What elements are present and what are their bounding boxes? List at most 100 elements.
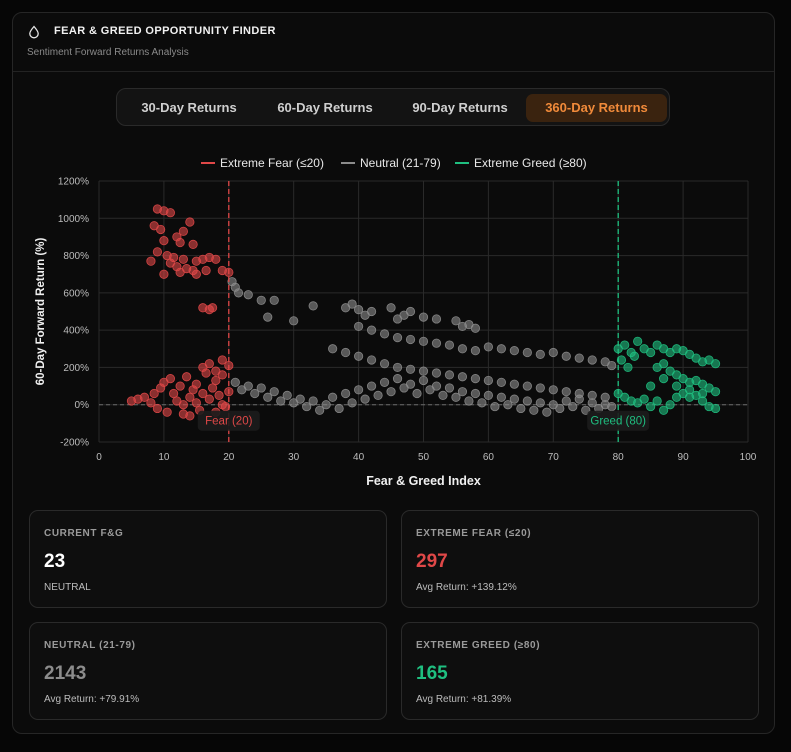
tab-60-day[interactable]: 60-Day Returns — [277, 100, 373, 115]
y-tick-label: 800% — [63, 251, 89, 262]
data-point — [289, 316, 299, 326]
data-point — [490, 401, 500, 412]
data-point — [633, 336, 643, 346]
data-point — [198, 388, 208, 399]
legend-item-neutral[interactable]: Neutral (21-79) — [341, 156, 441, 170]
card-label: EXTREME GREED (≥80) — [416, 640, 541, 651]
data-point — [616, 355, 627, 365]
card-value: 165 — [416, 663, 448, 684]
data-point — [308, 396, 318, 406]
tab-90-day[interactable]: 90-Day Returns — [412, 100, 508, 115]
data-point — [214, 390, 224, 400]
tab-30-day[interactable]: 30-Day Returns — [141, 100, 237, 115]
x-tick-label: 60 — [483, 452, 495, 463]
card-sub: Avg Return: +81.39% — [416, 694, 512, 705]
tab-360-day[interactable]: 360-Day Returns — [526, 94, 667, 122]
data-point — [256, 295, 266, 305]
data-point — [178, 400, 188, 410]
data-point — [555, 403, 565, 414]
data-point — [211, 375, 221, 386]
data-point — [535, 383, 545, 393]
data-point — [451, 392, 461, 402]
data-point — [347, 398, 357, 408]
data-point — [175, 237, 185, 248]
data-point — [386, 303, 396, 313]
data-point — [392, 332, 403, 343]
header: FEAR & GREED OPPORTUNITY FINDER Sentimen… — [13, 13, 774, 72]
data-point — [159, 269, 169, 279]
legend-label: Extreme Fear (≤20) — [220, 156, 324, 170]
x-tick-label: 30 — [288, 452, 300, 463]
data-point — [535, 398, 545, 408]
legend-swatch-fear — [201, 161, 215, 164]
data-point — [191, 379, 201, 389]
data-point — [302, 401, 312, 412]
data-point — [308, 301, 318, 311]
data-point — [646, 381, 656, 391]
y-tick-label: 400% — [63, 326, 89, 337]
data-point — [444, 340, 455, 350]
data-point — [392, 374, 403, 384]
scatter-chart: 0 10 20 30 40 50 60 70 80 90 100 -200% 0% 200% 400% 600… — [35, 177, 757, 489]
data-point — [522, 396, 532, 406]
card-extreme-greed: EXTREME GREED (≥80) 165 Avg Return: +81.… — [401, 622, 759, 720]
data-point — [483, 390, 493, 400]
data-point — [243, 381, 253, 391]
data-point — [548, 347, 558, 358]
data-point — [477, 398, 487, 408]
data-point — [418, 366, 429, 376]
data-point — [162, 407, 172, 417]
data-point — [392, 362, 403, 373]
data-point — [185, 411, 195, 421]
main-panel: FEAR & GREED OPPORTUNITY FINDER Sentimen… — [12, 12, 775, 734]
data-point — [464, 396, 474, 406]
x-tick-label: 20 — [223, 452, 235, 463]
data-point — [201, 265, 211, 276]
y-tick-label: 200% — [63, 363, 89, 374]
legend-label: Neutral (21-79) — [360, 156, 441, 170]
threshold-label: Greed (80) — [590, 416, 646, 428]
data-point — [710, 403, 721, 414]
return-period-tabs: 30-Day Returns 60-Day Returns 90-Day Ret… — [116, 88, 670, 126]
data-point — [175, 381, 185, 391]
data-point — [561, 396, 571, 406]
data-point — [152, 403, 163, 414]
data-point — [418, 312, 429, 322]
data-point — [211, 254, 221, 264]
data-point — [561, 351, 571, 361]
x-tick-label: 70 — [548, 452, 560, 463]
chart-legend: Extreme Fear (≤20) Neutral (21-79) Extre… — [13, 156, 774, 172]
y-tick-label: 1200% — [58, 177, 89, 188]
data-point — [470, 388, 481, 399]
data-point — [282, 390, 292, 400]
data-point — [178, 254, 188, 264]
legend-item-extreme-greed[interactable]: Extreme Greed (≥80) — [455, 156, 587, 170]
data-point — [185, 217, 195, 227]
threshold-label-bg — [197, 410, 260, 431]
data-point — [204, 394, 214, 404]
data-point — [366, 325, 377, 335]
data-point — [438, 390, 448, 400]
data-point — [509, 394, 519, 404]
card-value: 297 — [416, 551, 448, 572]
data-point — [542, 407, 552, 417]
x-tick-label: 40 — [353, 452, 365, 463]
card-value: 23 — [44, 551, 66, 572]
data-point — [629, 351, 640, 361]
legend-item-extreme-fear[interactable]: Extreme Fear (≤20) — [201, 156, 324, 170]
data-point — [366, 306, 377, 317]
data-point — [146, 398, 156, 408]
data-point — [366, 381, 377, 391]
data-point — [328, 344, 338, 354]
data-point — [373, 390, 383, 400]
data-point — [341, 347, 351, 358]
x-tick-label: 80 — [613, 452, 625, 463]
data-point — [165, 374, 175, 384]
app-title: FEAR & GREED OPPORTUNITY FINDER — [54, 25, 276, 37]
data-point — [217, 400, 227, 410]
data-point — [405, 364, 416, 374]
data-point — [574, 394, 584, 404]
card-sub: Avg Return: +79.91% — [44, 694, 140, 705]
data-point — [418, 375, 429, 386]
data-point — [412, 388, 422, 399]
